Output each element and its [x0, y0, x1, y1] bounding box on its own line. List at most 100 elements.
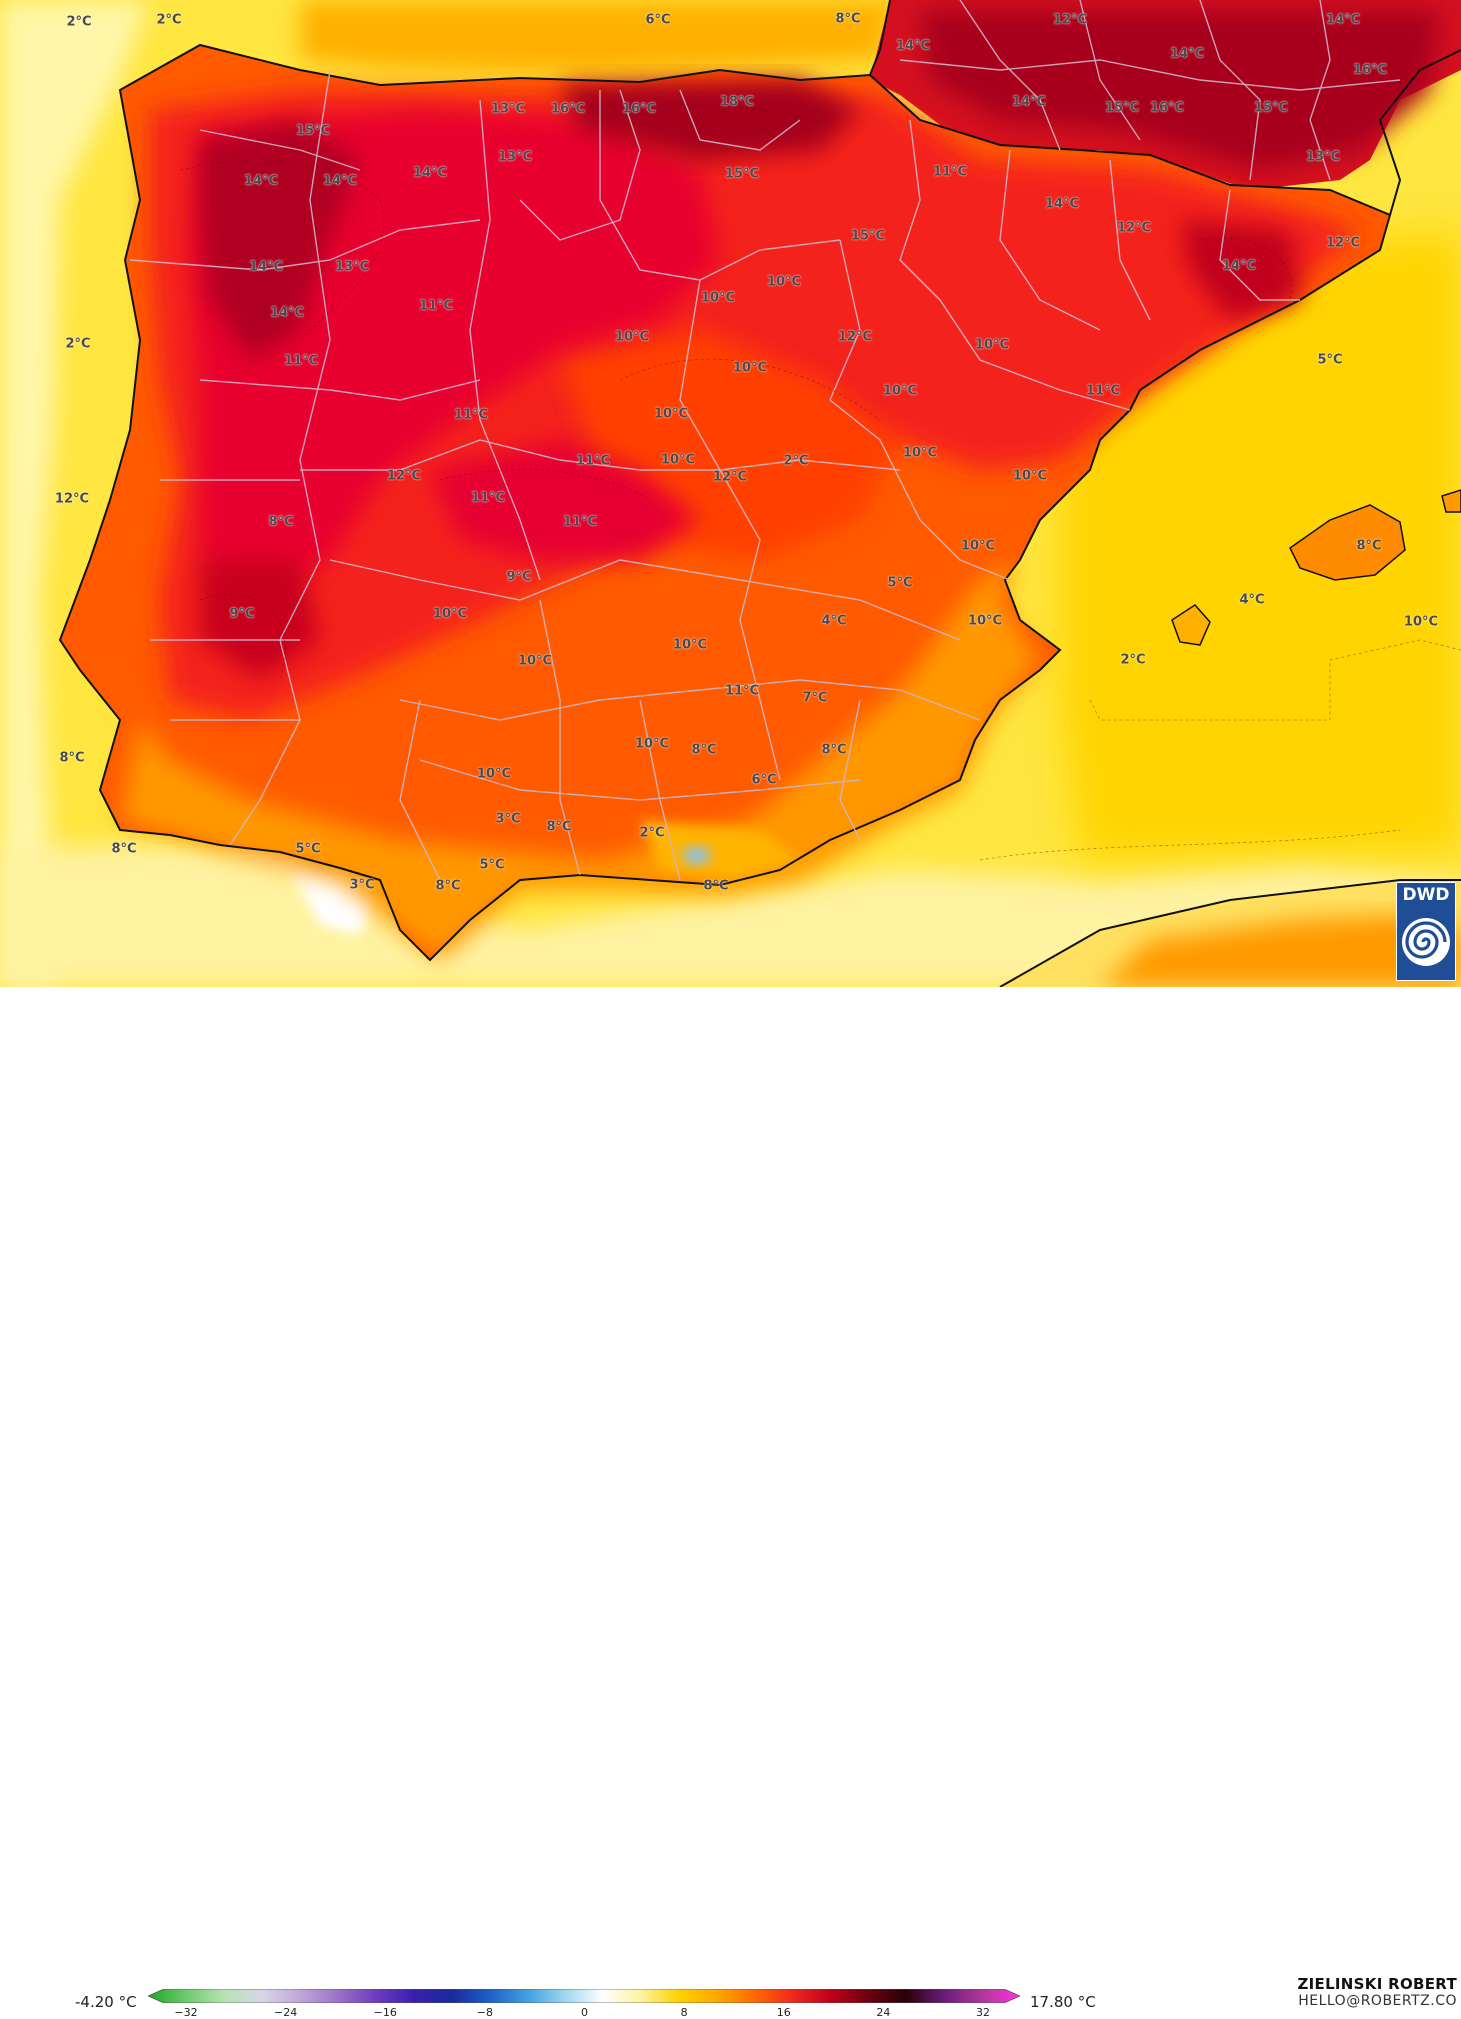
temperature-label: 10°C — [732, 360, 768, 376]
temperature-label: 8°C — [546, 819, 572, 835]
temperature-label: 15°C — [1104, 100, 1140, 116]
temperature-label: 15°C — [295, 123, 331, 139]
temperature-label: 15°C — [850, 228, 886, 244]
coastline — [58, 43, 1392, 962]
temperature-label: 16°C — [1352, 62, 1388, 78]
temperature-label: 14°C — [269, 305, 305, 321]
temperature-label: 8°C — [821, 742, 847, 758]
temperature-label: 8°C — [111, 841, 137, 857]
temperature-label: 14°C — [248, 259, 284, 275]
dwd-logo-text: DWD — [1402, 885, 1450, 905]
france-coastline — [869, 0, 1461, 216]
temperature-label: 13°C — [490, 101, 526, 117]
author-name: ZIELINSKI ROBERT — [1297, 1975, 1457, 1993]
temperature-label: 14°C — [1044, 196, 1080, 212]
legend-min-label: -4.20 °C — [75, 1993, 137, 2011]
temperature-label: 5°C — [479, 857, 505, 873]
temperature-label: 11°C — [470, 490, 506, 506]
iberia-darkred-galicia — [200, 120, 360, 360]
africa-coastline — [999, 879, 1461, 987]
temperature-label: 11°C — [575, 453, 611, 469]
temperature-label: 10°C — [614, 329, 650, 345]
temperature-label: 10°C — [660, 452, 696, 468]
temperature-label: 6°C — [751, 772, 777, 788]
iberia-darkred-west — [200, 560, 320, 680]
temperature-label: 11°C — [418, 298, 454, 314]
temperature-label: 11°C — [1085, 383, 1121, 399]
temperature-label: 10°C — [634, 736, 670, 752]
temperature-label: 11°C — [283, 353, 319, 369]
mallorca-island — [1289, 504, 1406, 581]
colorbar-tick-label: −24 — [274, 2006, 298, 2019]
colorbar — [148, 1989, 1020, 2003]
temperature-label: 12°C — [1325, 235, 1361, 251]
temperature-map: 2°C 2°C 6°C 8°C 12°C 14°C 14°C 14°C 16°C 14°C 15°C… — [0, 0, 1461, 987]
temperature-label: 10°C — [700, 290, 736, 306]
colorbar-tick-label: 24 — [876, 2006, 891, 2019]
temperature-label: 4°C — [1239, 592, 1265, 608]
menorca-island — [1441, 489, 1461, 513]
temperature-label: 8°C — [691, 742, 717, 758]
temperature-label: 12°C — [712, 469, 748, 485]
temperature-label: 14°C — [1169, 46, 1205, 62]
colorbar-tick-label: −16 — [373, 2006, 397, 2019]
temperature-label: 14°C — [1325, 12, 1361, 28]
contour-lines — [179, 103, 1461, 861]
temperature-label: 14°C — [412, 165, 448, 181]
temperature-label: 10°C — [882, 383, 918, 399]
temperature-label: 8°C — [435, 878, 461, 894]
temperature-label: 16°C — [1149, 100, 1185, 116]
ibiza-island — [1171, 604, 1211, 646]
colorbar-tick-label: 0 — [581, 2006, 588, 2019]
temperature-label: 10°C — [766, 274, 802, 290]
legend-max-label: 17.80 °C — [1030, 1993, 1096, 2011]
iberia-darkred-ebro — [1180, 220, 1300, 320]
temperature-label: 7°C — [802, 690, 828, 706]
dwd-spiral-icon — [1402, 918, 1450, 966]
temperature-label: 14°C — [1221, 258, 1257, 274]
temperature-label: 15°C — [1253, 100, 1289, 116]
temperature-label: 8°C — [703, 878, 729, 894]
temperature-label: 12°C — [837, 329, 873, 345]
temperature-label: 6°C — [645, 12, 671, 28]
temperature-label: 10°C — [974, 337, 1010, 353]
temperature-label: 10°C — [902, 445, 938, 461]
temperature-label: 2°C — [639, 825, 665, 841]
temperature-label: 5°C — [1317, 352, 1343, 368]
temperature-label: 10°C — [432, 606, 468, 622]
legend-bar: -4.20 °C 17.80 °C −32 −24 −16 −8 0 8 16 24 32 ZI… — [0, 987, 1461, 2019]
temperature-label: 2°C — [156, 12, 182, 28]
temperature-label: 9°C — [229, 606, 255, 622]
temperature-label: 3°C — [349, 877, 375, 893]
africa-warm — [1100, 915, 1461, 987]
temperature-label: 10°C — [476, 766, 512, 782]
temperature-label: 4°C — [821, 613, 847, 629]
dwd-logo: DWD — [1396, 882, 1456, 981]
temperature-label: 8°C — [1356, 538, 1382, 554]
colorbar-tick-label: −8 — [476, 2006, 493, 2019]
temperature-label: 13°C — [497, 149, 533, 165]
iberia-darkred-cantabria — [560, 80, 860, 160]
temperature-label: 14°C — [243, 173, 279, 189]
temperature-label: 3°C — [495, 811, 521, 827]
temperature-label: 14°C — [322, 173, 358, 189]
temperature-label: 11°C — [562, 514, 598, 530]
author-email: HELLO@ROBERTZ.CO — [1298, 1993, 1457, 2009]
temperature-label: 10°C — [1403, 614, 1439, 630]
map-canvas — [0, 0, 1461, 987]
temperature-label: 14°C — [1011, 94, 1047, 110]
author-credit: ZIELINSKI ROBERT HELLO@ROBERTZ.CO — [1297, 1975, 1457, 2009]
temperature-label: 12°C — [1052, 12, 1088, 28]
iberia-orange-coast — [90, 560, 1040, 960]
temperature-label: 11°C — [724, 683, 760, 699]
france-hot — [920, 10, 1440, 170]
colorbar-tick-label: 8 — [680, 2006, 688, 2019]
temperature-label: 14°C — [895, 38, 931, 54]
temperature-label: 10°C — [960, 538, 996, 554]
colorbar-tick-label: 32 — [976, 2006, 990, 2019]
sea-north-warm — [300, 0, 900, 75]
temperature-label: 8°C — [835, 11, 861, 27]
colorbar-tick-label: −32 — [174, 2006, 198, 2019]
temperature-label: 10°C — [1012, 468, 1048, 484]
temperature-label: 8°C — [59, 750, 85, 766]
